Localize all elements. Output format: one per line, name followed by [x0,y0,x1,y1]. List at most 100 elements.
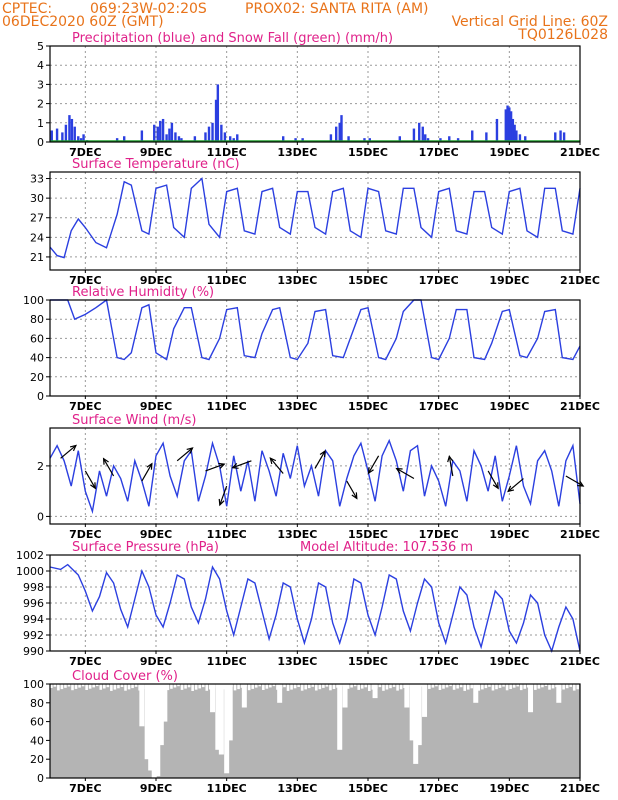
cloud-gap [277,684,283,703]
x-tick-label: 9DEC [140,274,172,287]
cloud-gap [120,684,124,687]
cloud-gap [233,684,237,691]
precip-bar [153,124,156,142]
cloud-gap [269,684,272,688]
wind-arrow [346,480,358,500]
cloud-gap [404,684,410,708]
x-tick-label: 11DEC [207,528,247,541]
precip-bar [115,138,119,142]
y-tick-label: 998 [23,581,44,594]
cloud-gap [372,684,378,699]
header-code: TQ0126L028 [517,27,608,43]
x-tick-label: 9DEC [140,655,172,668]
y-tick-label: 40 [30,734,44,747]
cloud-gap [241,684,247,708]
x-tick-label: 7DEC [69,274,101,287]
wind-arrow-head [507,485,515,493]
x-tick-label: 13DEC [277,655,317,668]
cloud-gap [74,684,78,689]
precip-bar [515,130,518,142]
series-line [49,438,581,515]
precip-bar [82,134,85,142]
plot-frame [49,299,581,397]
x-tick-label: 11DEC [207,782,247,795]
cloud-gap [435,684,438,687]
cloud-gap [227,684,233,741]
wind-arrow-head [367,467,374,475]
x-tick-label: 19DEC [489,782,529,795]
cloud-gap [416,684,422,746]
precip-bar [61,132,64,142]
wind-arrow-head [69,444,77,452]
precip-bar [524,136,527,142]
wind-arrow [314,449,326,469]
cloud-gap [110,684,113,691]
cloud-gap [201,684,205,688]
cloud-gap [491,684,495,691]
cloud-gap [322,684,325,688]
precip-bar [418,122,421,142]
precip-bar [223,132,227,142]
cloud-gap [481,684,484,690]
precip-bar [424,134,427,142]
cloud-gap [254,684,258,688]
cloud-gap [512,684,516,688]
wind-arrow [507,478,524,493]
precip-bar [168,128,171,142]
y-tick-label: 1 [37,117,44,130]
panel-5: 990 992 994 996 998 1000 1002 7DEC 9DEC 11DEC 13DE… [16,540,600,668]
wind-arrow-shaft [487,470,499,489]
precip-bar [64,124,68,142]
cloud-gap [144,684,150,760]
cloud-gap [495,684,498,690]
cloud-gap [389,684,392,689]
x-tick-label: 7DEC [69,782,101,795]
cloud-gap [565,684,569,689]
cloud-gap [470,684,474,689]
wind-arrow [395,467,415,480]
x-tick-label: 15DEC [348,274,388,287]
cloud-gap [329,684,332,691]
cloud-gap [562,684,565,690]
wind-arrow-shaft [396,468,415,480]
cloud-gap [194,684,198,690]
cloud-gap [134,684,138,687]
wind-arrow-head [447,454,454,463]
cloud-gap [184,684,187,689]
precip-bar [301,138,304,142]
precip-bar [471,130,474,142]
wind-arrow-shaft [219,485,228,506]
cloud-gap [177,684,180,687]
precip-bar [140,130,144,142]
precip-bar [368,138,371,142]
y-tick-label: 100 [23,678,44,691]
wind-arrow-shaft [141,463,153,482]
cloud-gap [148,684,154,771]
wind-arrow-head [395,467,403,474]
precip-bar [338,122,341,142]
x-tick-label: 13DEC [277,274,317,287]
plot-frame [49,427,581,525]
wind-arrow-head [269,457,277,465]
precip-bar [123,136,126,142]
cloud-gap [78,684,81,688]
cloud-gap [92,684,95,688]
wind-arrow-shaft [314,450,326,469]
cloud-gap [396,684,399,691]
x-tick-label: 19DEC [489,655,529,668]
cloud-gap [364,684,368,688]
precip-bar [216,84,220,142]
cloud-gap [438,684,442,690]
x-tick-label: 21DEC [560,655,600,668]
cloud-gap [117,684,120,689]
x-tick-label: 15DEC [348,400,388,413]
precip-bar [294,138,297,142]
x-tick-label: 21DEC [560,528,600,541]
wind-arrow [487,470,499,490]
precip-bar [159,120,162,142]
y-tick-label: 20 [30,371,44,384]
cloud-gap [113,684,117,690]
cloud-gap [57,684,60,691]
wind-arrow [218,485,228,507]
series-line [49,563,581,654]
